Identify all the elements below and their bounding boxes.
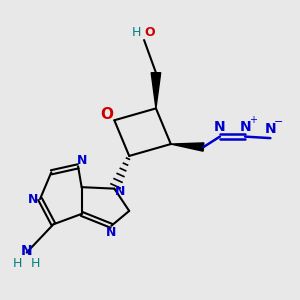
Text: N: N [115, 184, 125, 197]
Text: N: N [21, 244, 32, 258]
Text: N: N [239, 120, 251, 134]
Text: H: H [13, 257, 22, 270]
Text: H: H [30, 257, 40, 270]
Text: N: N [214, 120, 226, 134]
Text: N: N [28, 193, 39, 206]
Text: N: N [106, 226, 116, 239]
Text: O: O [100, 107, 113, 122]
Text: N: N [265, 122, 276, 136]
Text: H: H [132, 26, 141, 39]
Text: N: N [76, 154, 87, 167]
Polygon shape [151, 73, 161, 108]
Text: O: O [144, 26, 155, 39]
Polygon shape [171, 143, 204, 151]
Text: +: + [249, 115, 257, 125]
Text: −: − [274, 117, 283, 127]
